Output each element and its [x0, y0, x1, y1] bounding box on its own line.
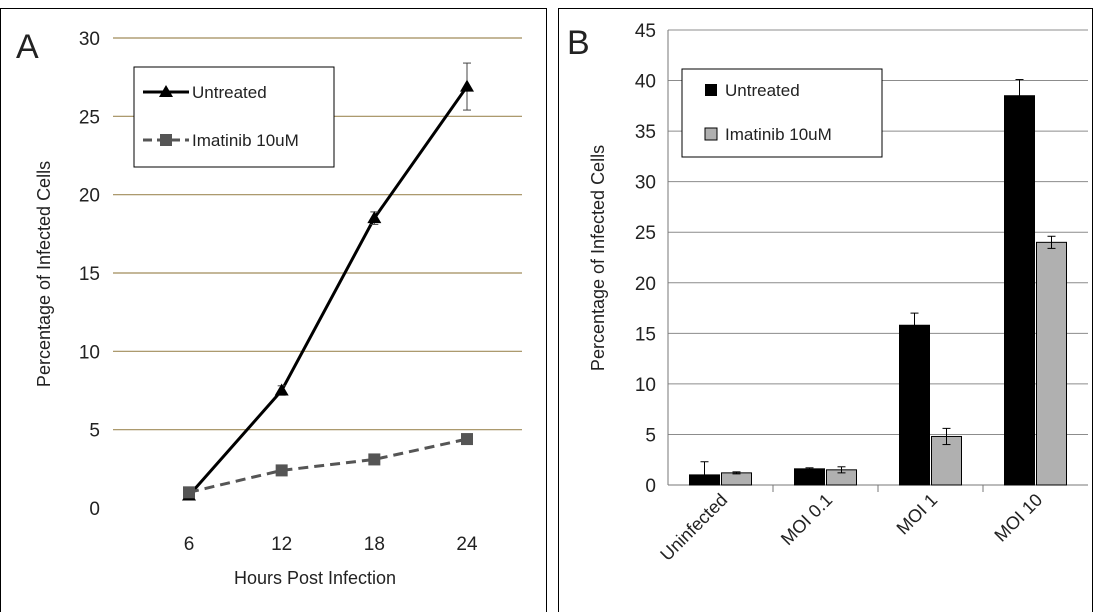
panel-b-y-tick-labels: 0 5 10 15 20 25 30 35 40 45: [635, 21, 656, 497]
panel-a-point-imatinib: [183, 486, 195, 499]
panel-a-x-tick-label: 6: [184, 534, 195, 555]
panel-b-legend-swatch-untreated: [705, 84, 717, 96]
panel-b-y-tick-label: 0: [645, 476, 656, 497]
panel-b-x-tick-label: MOI 0.1: [777, 490, 836, 549]
panel-b-error-bar: [942, 427, 951, 446]
panel-a-y-tick-label: 20: [79, 186, 100, 207]
panel-b-legend-label-untreated: Untreated: [725, 81, 800, 100]
panel-b-y-tick-label: 25: [635, 223, 656, 244]
panel-a-point-untreated: [460, 79, 474, 92]
panel-a-legend-marker-untreated: [159, 85, 173, 97]
panel-b-legend-swatch-imatinib: [704, 127, 718, 141]
panel-a-point-imatinib: [368, 453, 381, 466]
panel-b-error-bar: [700, 461, 709, 486]
panel-a-y-axis-label: Percentage of Infected Cells: [34, 161, 54, 387]
panel-a-x-tick-labels: 6 12 18 24: [184, 534, 478, 555]
panel-a-legend-label-imatinib: Imatinib 10uM: [192, 131, 299, 150]
panel-b-y-tick-label: 40: [635, 72, 656, 93]
panel-a-point-untreated: [274, 383, 289, 396]
panel-b-y-tick-label: 45: [635, 21, 656, 42]
panel-a-y-tick-label: 0: [89, 499, 100, 520]
panel-a-y-tick-label: 5: [89, 421, 100, 442]
panel-b-x-tick-labels: Uninfected MOI 0.1 MOI 1 MOI 10: [656, 490, 1046, 565]
panel-b-y-tick-label: 30: [635, 173, 656, 194]
panel-a-series-line: [187, 85, 469, 497]
panel-b-bar: [721, 472, 752, 486]
panel-b-x-tick-label: MOI 1: [893, 490, 942, 539]
panel-a-legend-label-untreated: Untreated: [192, 83, 267, 102]
panel-a-legend-marker-imatinib: [160, 134, 172, 146]
panel-b-error-bar: [910, 312, 919, 338]
panel-b-error-bar: [837, 466, 846, 474]
panel-a-label: A: [16, 28, 39, 66]
panel-a-x-axis-label: Hours Post Infection: [234, 568, 396, 588]
panel-a-y-tick-label: 15: [79, 264, 100, 285]
panel-b-y-axis-label: Percentage of Infected Cells: [588, 145, 608, 371]
panel-a-y-tick-labels: 0 5 10 15 20 25 30: [79, 29, 100, 520]
panel-b-error-bar: [805, 467, 814, 471]
panel-a: [0, 8, 547, 612]
panel-b-error-bar: [1047, 235, 1056, 249]
panel-b-error-bar: [1015, 79, 1024, 113]
panel-b-x-tick-label: MOI 10: [990, 490, 1046, 546]
panel-a-y-tick-label: 10: [79, 342, 100, 363]
panel-b-label: B: [567, 24, 590, 62]
panel-b-legend-label-imatinib: Imatinib 10uM: [725, 125, 832, 144]
panel-b-error-bar: [732, 471, 741, 475]
panel-a-legend-box: [133, 66, 335, 168]
panel-b-bars: [689, 79, 1067, 492]
panel-b-y-tick-label: 35: [635, 122, 656, 143]
panel-a-point-untreated: [367, 211, 382, 224]
panel-b-y-tick-label: 5: [645, 425, 656, 446]
panel-b-bar: [1036, 241, 1067, 486]
panel-b-bar: [794, 468, 825, 486]
panel-a-point-imatinib: [275, 464, 288, 477]
panel-b-y-tick-label: 10: [635, 375, 656, 396]
panel-b-x-tick-label: Uninfected: [656, 490, 731, 565]
panel-a-series: [182, 62, 474, 501]
panel-a-point-imatinib: [461, 433, 473, 446]
panel-a-legend: Untreated Imatinib 10uM: [133, 66, 335, 168]
panel-b-bar: [1004, 95, 1035, 486]
panel-b-legend-box: [681, 68, 883, 158]
panel-a-x-tick-label: 18: [364, 534, 385, 555]
panel-a-y-tick-label: 25: [79, 107, 100, 128]
panel-a-x-tick-label: 12: [271, 534, 292, 555]
panel-b-y-tick-label: 20: [635, 274, 656, 295]
panel-a-x-tick-label: 24: [456, 534, 478, 555]
panel-b-legend: Untreated Imatinib 10uM: [681, 68, 883, 158]
panel-b-bar: [899, 324, 930, 486]
panel-a-y-tick-label: 30: [79, 29, 100, 50]
panel-b-y-tick-label: 15: [635, 324, 656, 345]
